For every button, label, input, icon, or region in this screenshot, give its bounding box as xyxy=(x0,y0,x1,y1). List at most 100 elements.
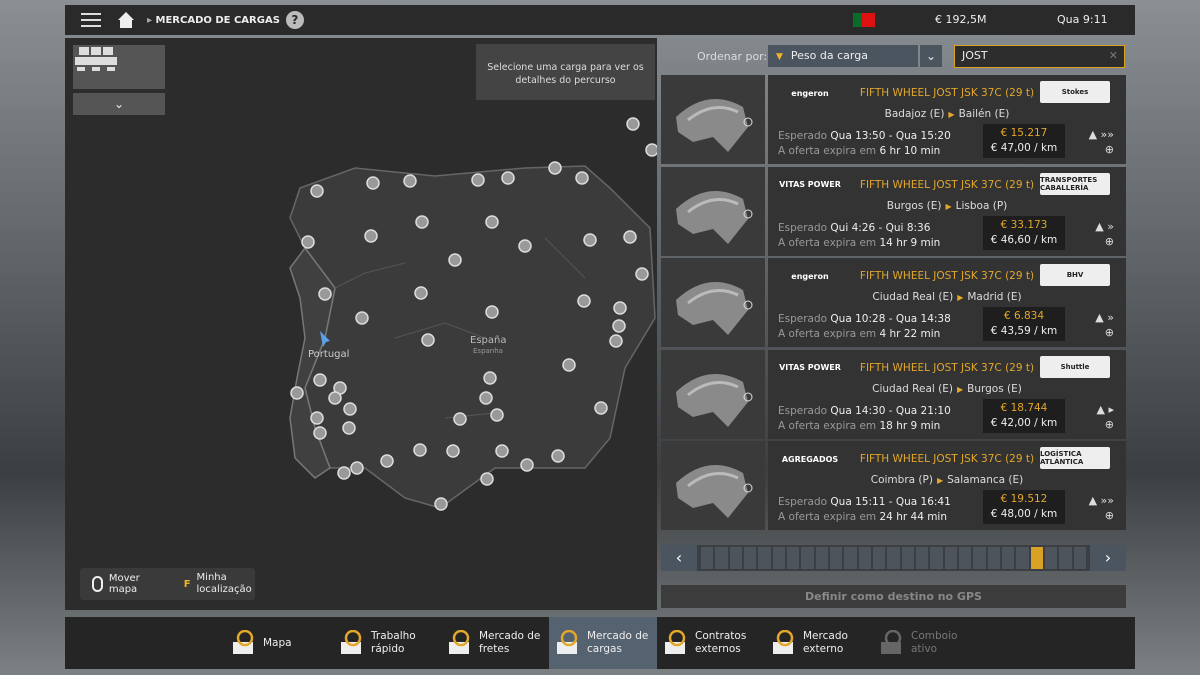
page-segment[interactable] xyxy=(729,547,742,569)
page-segment[interactable] xyxy=(1030,547,1043,569)
city-marker[interactable] xyxy=(414,286,428,300)
city-marker[interactable] xyxy=(485,215,499,229)
page-segment[interactable] xyxy=(758,547,771,569)
city-marker[interactable] xyxy=(495,444,509,458)
page-segment[interactable] xyxy=(915,547,929,569)
help-button[interactable]: ? xyxy=(285,11,304,29)
city-marker[interactable] xyxy=(583,233,597,247)
set-gps-destination-button[interactable]: Definir como destino no GPS xyxy=(661,585,1126,608)
page-segment[interactable] xyxy=(1073,547,1086,569)
city-marker[interactable] xyxy=(577,294,591,308)
page-segment[interactable] xyxy=(901,547,914,569)
page-segment[interactable] xyxy=(715,547,728,569)
page-segment[interactable] xyxy=(930,547,943,569)
page-segment[interactable] xyxy=(801,547,814,569)
city-marker[interactable] xyxy=(342,421,356,435)
city-marker[interactable] xyxy=(434,497,448,511)
city-marker[interactable] xyxy=(551,449,565,463)
nav-cargo-market[interactable]: Mercado de cargas xyxy=(549,617,657,669)
page-segment[interactable] xyxy=(829,547,843,569)
city-marker[interactable] xyxy=(421,333,435,347)
page-segment[interactable] xyxy=(973,547,986,569)
city-marker[interactable] xyxy=(501,171,515,185)
city-marker[interactable] xyxy=(483,371,497,385)
next-page-button[interactable]: › xyxy=(1090,545,1126,571)
prev-page-button[interactable]: ‹ xyxy=(661,545,697,571)
page-segment[interactable] xyxy=(701,547,714,569)
city-marker[interactable] xyxy=(446,444,460,458)
page-segment[interactable] xyxy=(944,547,957,569)
nav-external-market[interactable]: Mercado externo xyxy=(765,617,873,669)
city-marker[interactable] xyxy=(635,267,649,281)
sort-dropdown-button[interactable]: ⌄ xyxy=(920,45,942,67)
city-marker[interactable] xyxy=(471,173,485,187)
cargo-card[interactable]: VITAS POWER FIFTH WHEEL JOST JSK 37C (29… xyxy=(661,166,1126,256)
page-segment[interactable] xyxy=(1001,547,1015,569)
page-segment[interactable] xyxy=(772,547,785,569)
page-segment[interactable] xyxy=(844,547,857,569)
city-marker[interactable] xyxy=(364,229,378,243)
city-marker[interactable] xyxy=(453,412,467,426)
city-marker[interactable] xyxy=(318,287,332,301)
city-marker[interactable] xyxy=(415,215,429,229)
city-marker[interactable] xyxy=(645,143,657,157)
city-marker[interactable] xyxy=(350,461,364,475)
page-segment[interactable] xyxy=(1044,547,1058,569)
city-marker[interactable] xyxy=(343,402,357,416)
city-marker[interactable] xyxy=(310,184,324,198)
page-segment[interactable] xyxy=(858,547,871,569)
city-marker[interactable] xyxy=(575,171,589,185)
city-marker[interactable] xyxy=(310,411,324,425)
cargo-card[interactable]: VITAS POWER FIFTH WHEEL JOST JSK 37C (29… xyxy=(661,349,1126,439)
city-marker[interactable] xyxy=(403,174,417,188)
nav-freight-market[interactable]: Mercado de fretes xyxy=(441,617,549,669)
city-marker[interactable] xyxy=(609,334,623,348)
city-marker[interactable] xyxy=(380,454,394,468)
nav-map[interactable]: Mapa xyxy=(225,617,333,669)
iberia-map[interactable] xyxy=(65,38,657,610)
city-marker[interactable] xyxy=(313,426,327,440)
city-marker[interactable] xyxy=(337,466,351,480)
home-icon[interactable] xyxy=(117,12,135,28)
city-marker[interactable] xyxy=(485,305,499,319)
city-marker[interactable] xyxy=(479,391,493,405)
nav-external-contracts[interactable]: Contratos externos xyxy=(657,617,765,669)
city-marker[interactable] xyxy=(623,230,637,244)
city-marker[interactable] xyxy=(480,472,494,486)
city-marker[interactable] xyxy=(366,176,380,190)
city-marker[interactable] xyxy=(448,253,462,267)
city-marker[interactable] xyxy=(301,235,315,249)
city-marker[interactable] xyxy=(548,161,562,175)
city-marker[interactable] xyxy=(518,239,532,253)
page-segment[interactable] xyxy=(958,547,972,569)
city-marker[interactable] xyxy=(613,301,627,315)
menu-icon[interactable] xyxy=(81,13,101,27)
page-segment[interactable] xyxy=(743,547,757,569)
expand-filters-button[interactable]: ⌄ xyxy=(73,93,165,115)
nav-quick-job[interactable]: Trabalho rápido xyxy=(333,617,441,669)
page-segment[interactable] xyxy=(872,547,886,569)
page-segment[interactable] xyxy=(987,547,1000,569)
city-marker[interactable] xyxy=(413,443,427,457)
city-marker[interactable] xyxy=(626,117,640,131)
search-input[interactable]: JOST ✕ xyxy=(954,45,1125,68)
page-segment[interactable] xyxy=(1016,547,1029,569)
page-segment[interactable] xyxy=(887,547,900,569)
city-marker[interactable] xyxy=(594,401,608,415)
cargo-card[interactable]: engeron FIFTH WHEEL JOST JSK 37C (29 t) … xyxy=(661,75,1126,164)
page-segment[interactable] xyxy=(1059,547,1072,569)
cargo-filter-button[interactable] xyxy=(73,45,165,89)
city-marker[interactable] xyxy=(520,458,534,472)
cargo-card[interactable]: AGREGADOS FIFTH WHEEL JOST JSK 37C (29 t… xyxy=(661,441,1126,530)
city-marker[interactable] xyxy=(313,373,327,387)
city-marker[interactable] xyxy=(562,358,576,372)
city-marker[interactable] xyxy=(290,386,304,400)
clear-search-icon[interactable]: ✕ xyxy=(1108,49,1118,62)
city-marker[interactable] xyxy=(490,408,504,422)
sort-select[interactable]: ▼ Peso da carga xyxy=(768,45,918,67)
page-segment[interactable] xyxy=(815,547,828,569)
city-marker[interactable] xyxy=(612,319,626,333)
page-segment[interactable] xyxy=(786,547,800,569)
cargo-card[interactable]: engeron FIFTH WHEEL JOST JSK 37C (29 t) … xyxy=(661,258,1126,347)
map-panel[interactable]: Portugal España Espanha ⌄ Selecione uma … xyxy=(65,38,657,610)
